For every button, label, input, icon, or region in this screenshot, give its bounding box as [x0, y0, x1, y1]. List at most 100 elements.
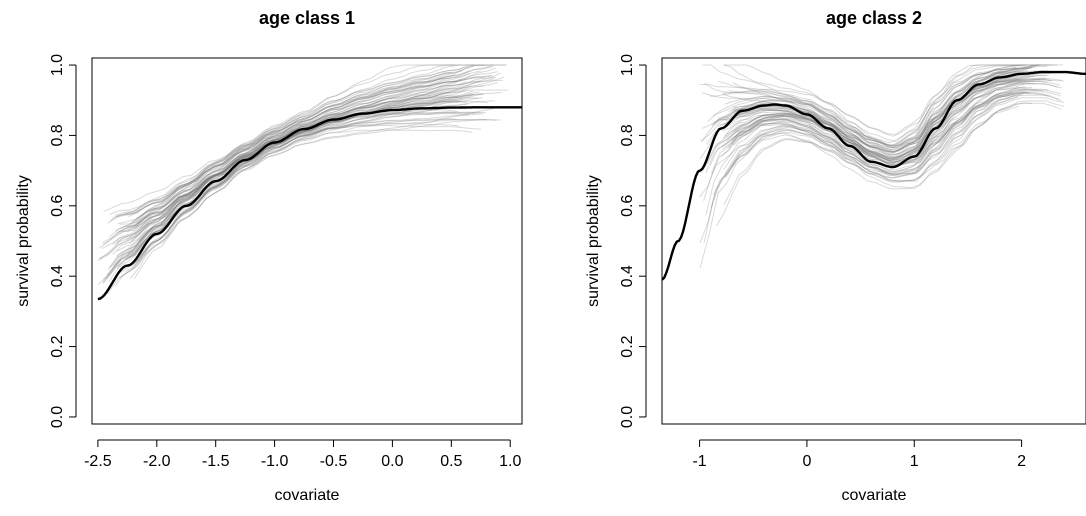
- replicate-curve: [115, 85, 472, 234]
- x-tick-label: 0: [802, 453, 811, 470]
- replicate-curve: [101, 101, 468, 250]
- replicate-curve: [120, 78, 463, 229]
- y-tick-label: 0.4: [619, 265, 636, 287]
- replicate-curve: [723, 94, 1022, 206]
- replicate-curve: [723, 89, 1062, 166]
- replicate-curve: [733, 79, 1022, 159]
- replicate-curve: [107, 82, 499, 224]
- y-tick-label: 0.4: [49, 265, 66, 287]
- x-tick-label: 0.5: [440, 453, 462, 470]
- y-tick-label: 0.8: [49, 124, 66, 146]
- replicate-curve: [112, 77, 451, 219]
- replicate-curve: [136, 64, 461, 227]
- replicate-curve: [133, 81, 467, 236]
- replicate-curve: [98, 73, 470, 260]
- replicate-curve: [717, 64, 1028, 147]
- y-tick-label: 1.0: [619, 54, 636, 76]
- replicate-curve: [137, 118, 497, 263]
- y-axis-label: survival probability: [585, 175, 602, 307]
- replicate-curve: [710, 92, 1050, 208]
- replicate-curve: [129, 94, 474, 279]
- replicate-curve: [722, 79, 1026, 159]
- x-axis-label: covariate: [842, 487, 907, 504]
- replicate-curve: [710, 77, 1046, 175]
- replicate-curve: [713, 73, 1026, 153]
- replicate-curve: [133, 108, 494, 280]
- replicate-curve: [723, 74, 1015, 174]
- x-tick-label: 1.0: [499, 453, 521, 470]
- replicate-curve: [732, 71, 1025, 153]
- y-tick-label: 1.0: [49, 54, 66, 76]
- replicate-curve: [117, 91, 480, 267]
- replicate-curve: [722, 87, 1032, 179]
- replicate-curve: [703, 100, 1064, 244]
- replicate-curve: [711, 89, 1027, 163]
- x-tick-label: -1: [692, 453, 706, 470]
- replicate-curve: [705, 91, 1028, 216]
- replicate-curve: [109, 64, 495, 215]
- replicate-curve: [102, 90, 474, 285]
- x-tick-label: -1.5: [202, 453, 230, 470]
- replicate-curve: [732, 80, 1048, 153]
- y-tick-label: 0.2: [619, 335, 636, 357]
- replicate-curve: [712, 64, 1040, 153]
- replicate-curve: [99, 100, 495, 260]
- replicate-curve: [721, 80, 1061, 159]
- replicate-curve: [98, 77, 485, 249]
- replicate-curve: [108, 78, 495, 238]
- replicate-curve: [699, 72, 1016, 165]
- replicate-curve: [699, 64, 1039, 153]
- replicate-curve: [103, 74, 456, 213]
- replicate-curve: [98, 92, 502, 262]
- replicate-curve: [724, 96, 1019, 175]
- replicate-curve: [733, 64, 1036, 151]
- replicate-curve: [726, 94, 1062, 182]
- replicate-curves: [97, 64, 509, 301]
- replicate-curve: [702, 64, 1050, 137]
- replicate-curve: [700, 66, 1048, 147]
- replicate-curve: [716, 64, 1063, 147]
- replicate-curve: [127, 95, 459, 254]
- replicate-curve: [117, 77, 496, 225]
- replicate-curve: [731, 89, 1039, 179]
- panel-age-class-2: age class 2 -1 0 1 2 covariate 0.0 0.2 0.4 0.6 0.8…: [585, 8, 1086, 504]
- replicate-curve: [115, 64, 484, 216]
- replicate-curve: [707, 67, 1018, 142]
- replicate-curve: [734, 86, 1026, 167]
- replicate-curve: [134, 129, 473, 266]
- replicate-curve: [709, 93, 1024, 183]
- chart-title: age class 1: [259, 8, 355, 28]
- replicate-curve: [717, 72, 1058, 149]
- replicate-curve: [733, 78, 1052, 158]
- replicate-curve: [704, 82, 1063, 148]
- x-axis-label: covariate: [275, 487, 340, 504]
- replicate-curve: [725, 75, 1036, 166]
- replicate-curve: [700, 70, 1028, 173]
- x-tick-label: 0.0: [381, 453, 403, 470]
- replicate-curve: [110, 122, 460, 286]
- replicate-curve: [713, 91, 1059, 196]
- replicate-curve: [126, 96, 479, 228]
- replicate-curve: [97, 76, 505, 285]
- replicate-curve: [112, 119, 487, 245]
- y-tick-label: 0.2: [49, 335, 66, 357]
- replicate-curve: [112, 70, 470, 255]
- replicate-curve: [734, 87, 1043, 161]
- x-tick-label: 2: [1017, 453, 1026, 470]
- replicate-curve: [115, 64, 474, 217]
- replicate-curve: [116, 100, 461, 274]
- y-axis-label: survival probability: [15, 175, 32, 307]
- replicate-curve: [107, 97, 483, 271]
- replicate-curves: [699, 64, 1065, 269]
- y-tick-label: 0.8: [619, 124, 636, 146]
- replicate-curve: [103, 79, 503, 245]
- x-tick-label: -1.0: [261, 453, 289, 470]
- replicate-curve: [731, 91, 1061, 165]
- replicate-curve: [716, 102, 1033, 227]
- chart-title: age class 2: [826, 8, 922, 28]
- replicate-curve: [118, 112, 470, 279]
- replicate-curve: [714, 78, 1051, 156]
- replicate-curve: [701, 64, 1058, 144]
- replicate-curve: [709, 64, 1049, 135]
